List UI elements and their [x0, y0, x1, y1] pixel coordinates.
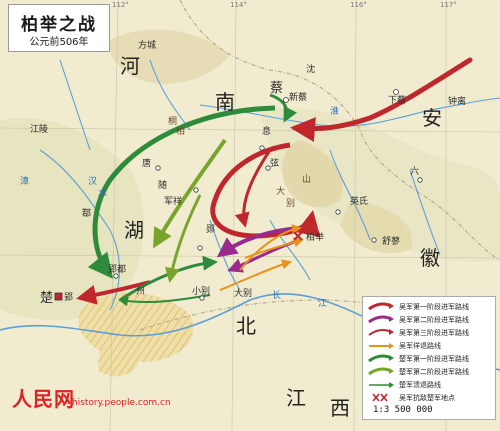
city-chu: 楚 [40, 291, 54, 306]
city-xiaobie: 小别 [192, 287, 211, 297]
legend-label: 楚军第一阶段进军路线 [399, 355, 469, 363]
city-fangcheng: 方城 [138, 41, 157, 51]
legend-item: 吴军第三阶段进军路线 [367, 327, 493, 338]
map-title-box: 柏举之战 公元前506年 [8, 4, 110, 52]
legend-label: 吴军第一阶段进军路线 [399, 303, 469, 311]
legend-item: 楚军第二阶段进军路线 [367, 366, 493, 377]
city-cai: 蔡 [270, 81, 284, 96]
legend-label: 吴军第三阶段进军路线 [399, 329, 469, 337]
legend-item: 楚军溃退路线 [367, 379, 493, 390]
legend-label: 吴军第二阶段进军路线 [399, 316, 469, 324]
river-chang: 长 [272, 291, 282, 301]
legend-swatch-icon [369, 343, 394, 349]
city-shen: 沈 [306, 65, 316, 75]
map-subtitle: 公元前506年 [29, 37, 89, 48]
region-an: 安 [422, 106, 442, 130]
mountain-tong: 桐 [168, 117, 178, 127]
city-xian: 弦 [270, 159, 280, 169]
region-jiang: 江 [286, 386, 306, 410]
longitude-label: 114° [230, 1, 247, 9]
city-zhongli: 钟离 [448, 97, 467, 107]
mountain-bie: 别 [286, 199, 296, 209]
watermark-logo: 人民网 [12, 387, 75, 411]
longitude-label: 112° [112, 1, 129, 9]
legend-swatch-icon [368, 354, 394, 363]
river-jiang: 江 [318, 299, 328, 309]
map-scale: 1:3 500 000 [373, 405, 433, 415]
city-xincai: 新蔡 [289, 93, 308, 103]
longitude-label: 117° [440, 1, 457, 9]
mountain-da: 大 [276, 187, 286, 197]
city-dabie: 大别 [234, 289, 253, 299]
watermark-url: history.people.com.cn [72, 398, 171, 408]
river-shui: 水 [98, 189, 108, 199]
city-ying: 郢 [64, 293, 74, 303]
mountain-shan: 山 [302, 175, 312, 185]
city-ruo: 鄀 [82, 209, 92, 219]
city-yun: 郧 [206, 225, 216, 235]
legend-item: 吴军第一阶段进军路线 [367, 301, 493, 312]
region-hu: 湖 [124, 218, 144, 242]
legend-item: 吴军第二阶段进军路线 [367, 314, 493, 325]
city-boju: 柏举 [306, 233, 325, 243]
legend-swatch-icon [368, 315, 394, 324]
legend-label: 楚军第二阶段进军路线 [399, 368, 469, 376]
city-xiacai: 下蔡 [388, 96, 407, 106]
legend-label: 吴军抗敌楚军地点 [399, 394, 455, 402]
city-xi: 息 [262, 127, 272, 137]
river-yu: 漳 [20, 177, 30, 187]
legend-swatch-icon [369, 382, 394, 388]
map-title: 柏举之战 [21, 15, 97, 35]
city-junxiang: 军祥 [164, 197, 183, 207]
region-bei: 北 [236, 314, 256, 338]
legend-item: 吴军抗敌楚军地点 [367, 392, 493, 403]
river-huai: 淮 [330, 107, 340, 117]
mountain-bai: 柏 [176, 127, 186, 137]
legend-battle-icon [372, 393, 388, 402]
map-legend: 吴军第一阶段进军路线 吴军第二阶段进军路线 吴军第三阶段进军路线 吴军佯退路线 … [362, 296, 496, 420]
region-hui: 徽 [420, 246, 440, 270]
legend-item: 吴军佯退路线 [367, 340, 493, 351]
city-zhou: 州 [136, 287, 146, 297]
legend-swatch-icon [368, 367, 394, 376]
region-he: 河 [120, 54, 140, 78]
legend-swatch-icon [368, 329, 394, 336]
city-tang: 唐 [142, 159, 152, 169]
region-xi: 西 [330, 396, 350, 420]
river-han: 汉 [88, 177, 98, 187]
city-yingdu: 郢都 [108, 265, 127, 275]
legend-label: 楚军溃退路线 [399, 381, 441, 389]
region-nan: 南 [215, 90, 235, 114]
city-jiangling: 江陵 [30, 125, 49, 135]
city-shubiao: 舒蓼 [382, 237, 401, 247]
longitude-label: 116° [350, 1, 367, 9]
city-sui: 随 [158, 181, 168, 191]
legend-label: 吴军佯退路线 [399, 342, 441, 350]
city-yingshi: 英氏 [350, 197, 369, 207]
legend-item: 楚军第一阶段进军路线 [367, 353, 493, 364]
city-liu: 六 [410, 167, 420, 177]
legend-swatch-icon [368, 302, 394, 311]
